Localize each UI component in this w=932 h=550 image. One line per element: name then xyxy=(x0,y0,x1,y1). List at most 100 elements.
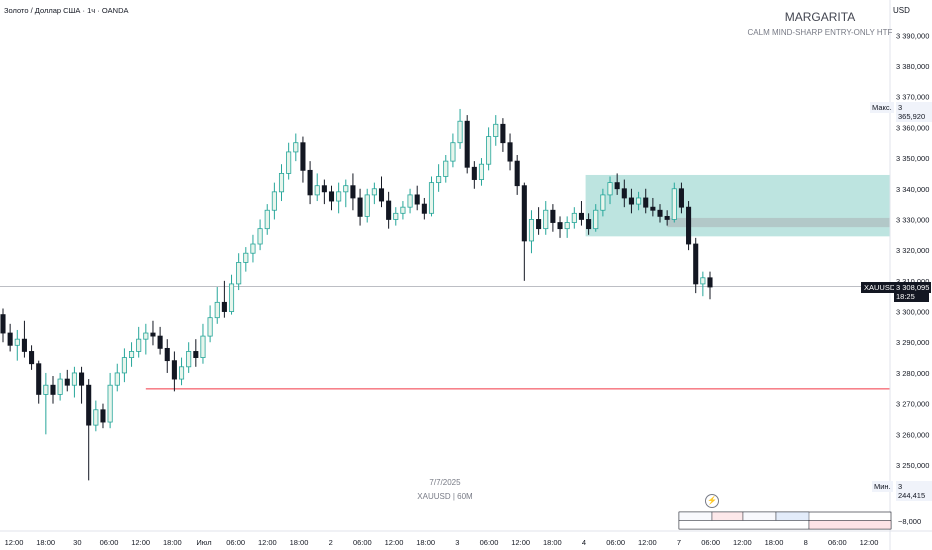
candle[interactable] xyxy=(214,286,220,324)
candle[interactable] xyxy=(93,400,99,432)
candle[interactable] xyxy=(64,369,70,392)
candle[interactable] xyxy=(336,182,342,214)
candle[interactable] xyxy=(264,204,270,235)
candle[interactable] xyxy=(521,182,527,281)
candle[interactable] xyxy=(79,366,85,404)
candle[interactable] xyxy=(228,274,235,315)
candle[interactable] xyxy=(257,219,263,251)
candle[interactable] xyxy=(278,164,285,202)
candle[interactable] xyxy=(314,173,320,202)
candle[interactable] xyxy=(450,133,456,168)
candle[interactable] xyxy=(343,179,349,208)
candle[interactable] xyxy=(364,188,370,223)
candle[interactable] xyxy=(500,118,506,152)
candle[interactable] xyxy=(136,326,142,358)
candle[interactable] xyxy=(571,207,577,229)
lightning-icon[interactable]: ⚡ xyxy=(705,494,719,508)
candle[interactable] xyxy=(528,210,535,254)
candle[interactable] xyxy=(250,234,256,263)
candle[interactable] xyxy=(478,158,485,186)
candle[interactable] xyxy=(707,271,713,300)
candle[interactable] xyxy=(221,280,227,318)
candle[interactable] xyxy=(693,237,699,294)
candle[interactable] xyxy=(614,173,620,195)
candle[interactable] xyxy=(114,363,120,392)
candle[interactable] xyxy=(493,115,499,146)
candle[interactable] xyxy=(143,323,149,355)
candle[interactable] xyxy=(164,339,170,373)
candle[interactable] xyxy=(193,339,199,367)
candle[interactable] xyxy=(600,188,606,217)
candle[interactable] xyxy=(514,154,520,195)
candle[interactable] xyxy=(71,366,77,398)
candle[interactable] xyxy=(593,204,599,232)
candle[interactable] xyxy=(464,115,470,174)
candle[interactable] xyxy=(400,201,406,220)
candle[interactable] xyxy=(321,179,327,205)
candle[interactable] xyxy=(200,323,206,364)
candle[interactable] xyxy=(628,188,634,214)
candle[interactable] xyxy=(700,271,706,297)
candle[interactable] xyxy=(657,204,663,223)
candle[interactable] xyxy=(350,173,356,211)
candle[interactable] xyxy=(43,372,49,435)
candle[interactable] xyxy=(686,201,692,251)
candle[interactable] xyxy=(414,185,420,211)
candle[interactable] xyxy=(21,320,27,358)
candle[interactable] xyxy=(550,204,556,232)
candle[interactable] xyxy=(286,142,292,180)
candle[interactable] xyxy=(507,133,513,171)
candle[interactable] xyxy=(57,372,63,401)
candle[interactable] xyxy=(307,161,313,205)
candle[interactable] xyxy=(371,182,377,205)
last-price-value[interactable]: 3 308,095 xyxy=(894,282,932,293)
candle[interactable] xyxy=(236,253,242,291)
candle[interactable] xyxy=(386,191,392,229)
candle[interactable] xyxy=(678,182,684,214)
currency-label[interactable]: USD xyxy=(893,6,910,15)
symbol-tag[interactable]: XAUUSD xyxy=(861,282,899,293)
candle[interactable] xyxy=(36,360,42,404)
candle[interactable] xyxy=(150,320,156,346)
candle[interactable] xyxy=(428,176,435,217)
candle[interactable] xyxy=(586,213,592,235)
candle[interactable] xyxy=(443,154,449,183)
candle[interactable] xyxy=(664,210,670,226)
candle[interactable] xyxy=(607,176,613,205)
zone-inner-band[interactable] xyxy=(667,217,890,228)
candle[interactable] xyxy=(486,127,492,171)
candle[interactable] xyxy=(536,207,542,235)
candle[interactable] xyxy=(293,133,299,162)
candle[interactable] xyxy=(543,201,549,235)
candle[interactable] xyxy=(186,342,192,373)
candle[interactable] xyxy=(393,207,399,226)
candle[interactable] xyxy=(129,342,135,367)
candle[interactable] xyxy=(378,176,385,208)
candle[interactable] xyxy=(157,326,163,355)
candle[interactable] xyxy=(328,185,335,211)
candle[interactable] xyxy=(578,201,584,226)
candle[interactable] xyxy=(300,136,306,183)
candle[interactable] xyxy=(50,376,56,404)
candle[interactable] xyxy=(29,345,35,370)
candle[interactable] xyxy=(621,179,627,208)
candle[interactable] xyxy=(421,197,427,220)
candle[interactable] xyxy=(650,197,656,217)
candle[interactable] xyxy=(7,323,13,352)
candle[interactable] xyxy=(557,216,563,238)
candle[interactable] xyxy=(457,108,463,149)
candle[interactable] xyxy=(107,372,113,429)
candle[interactable] xyxy=(0,308,6,343)
candle[interactable] xyxy=(171,351,177,392)
candle[interactable] xyxy=(14,329,20,361)
candle[interactable] xyxy=(86,379,92,481)
candle[interactable] xyxy=(471,161,477,189)
candle[interactable] xyxy=(671,182,677,223)
candle[interactable] xyxy=(436,164,442,192)
candle[interactable] xyxy=(243,247,249,272)
candle[interactable] xyxy=(407,188,413,214)
candle[interactable] xyxy=(271,182,277,220)
candle[interactable] xyxy=(564,216,570,238)
candle[interactable] xyxy=(636,191,642,211)
candle[interactable] xyxy=(178,357,185,386)
